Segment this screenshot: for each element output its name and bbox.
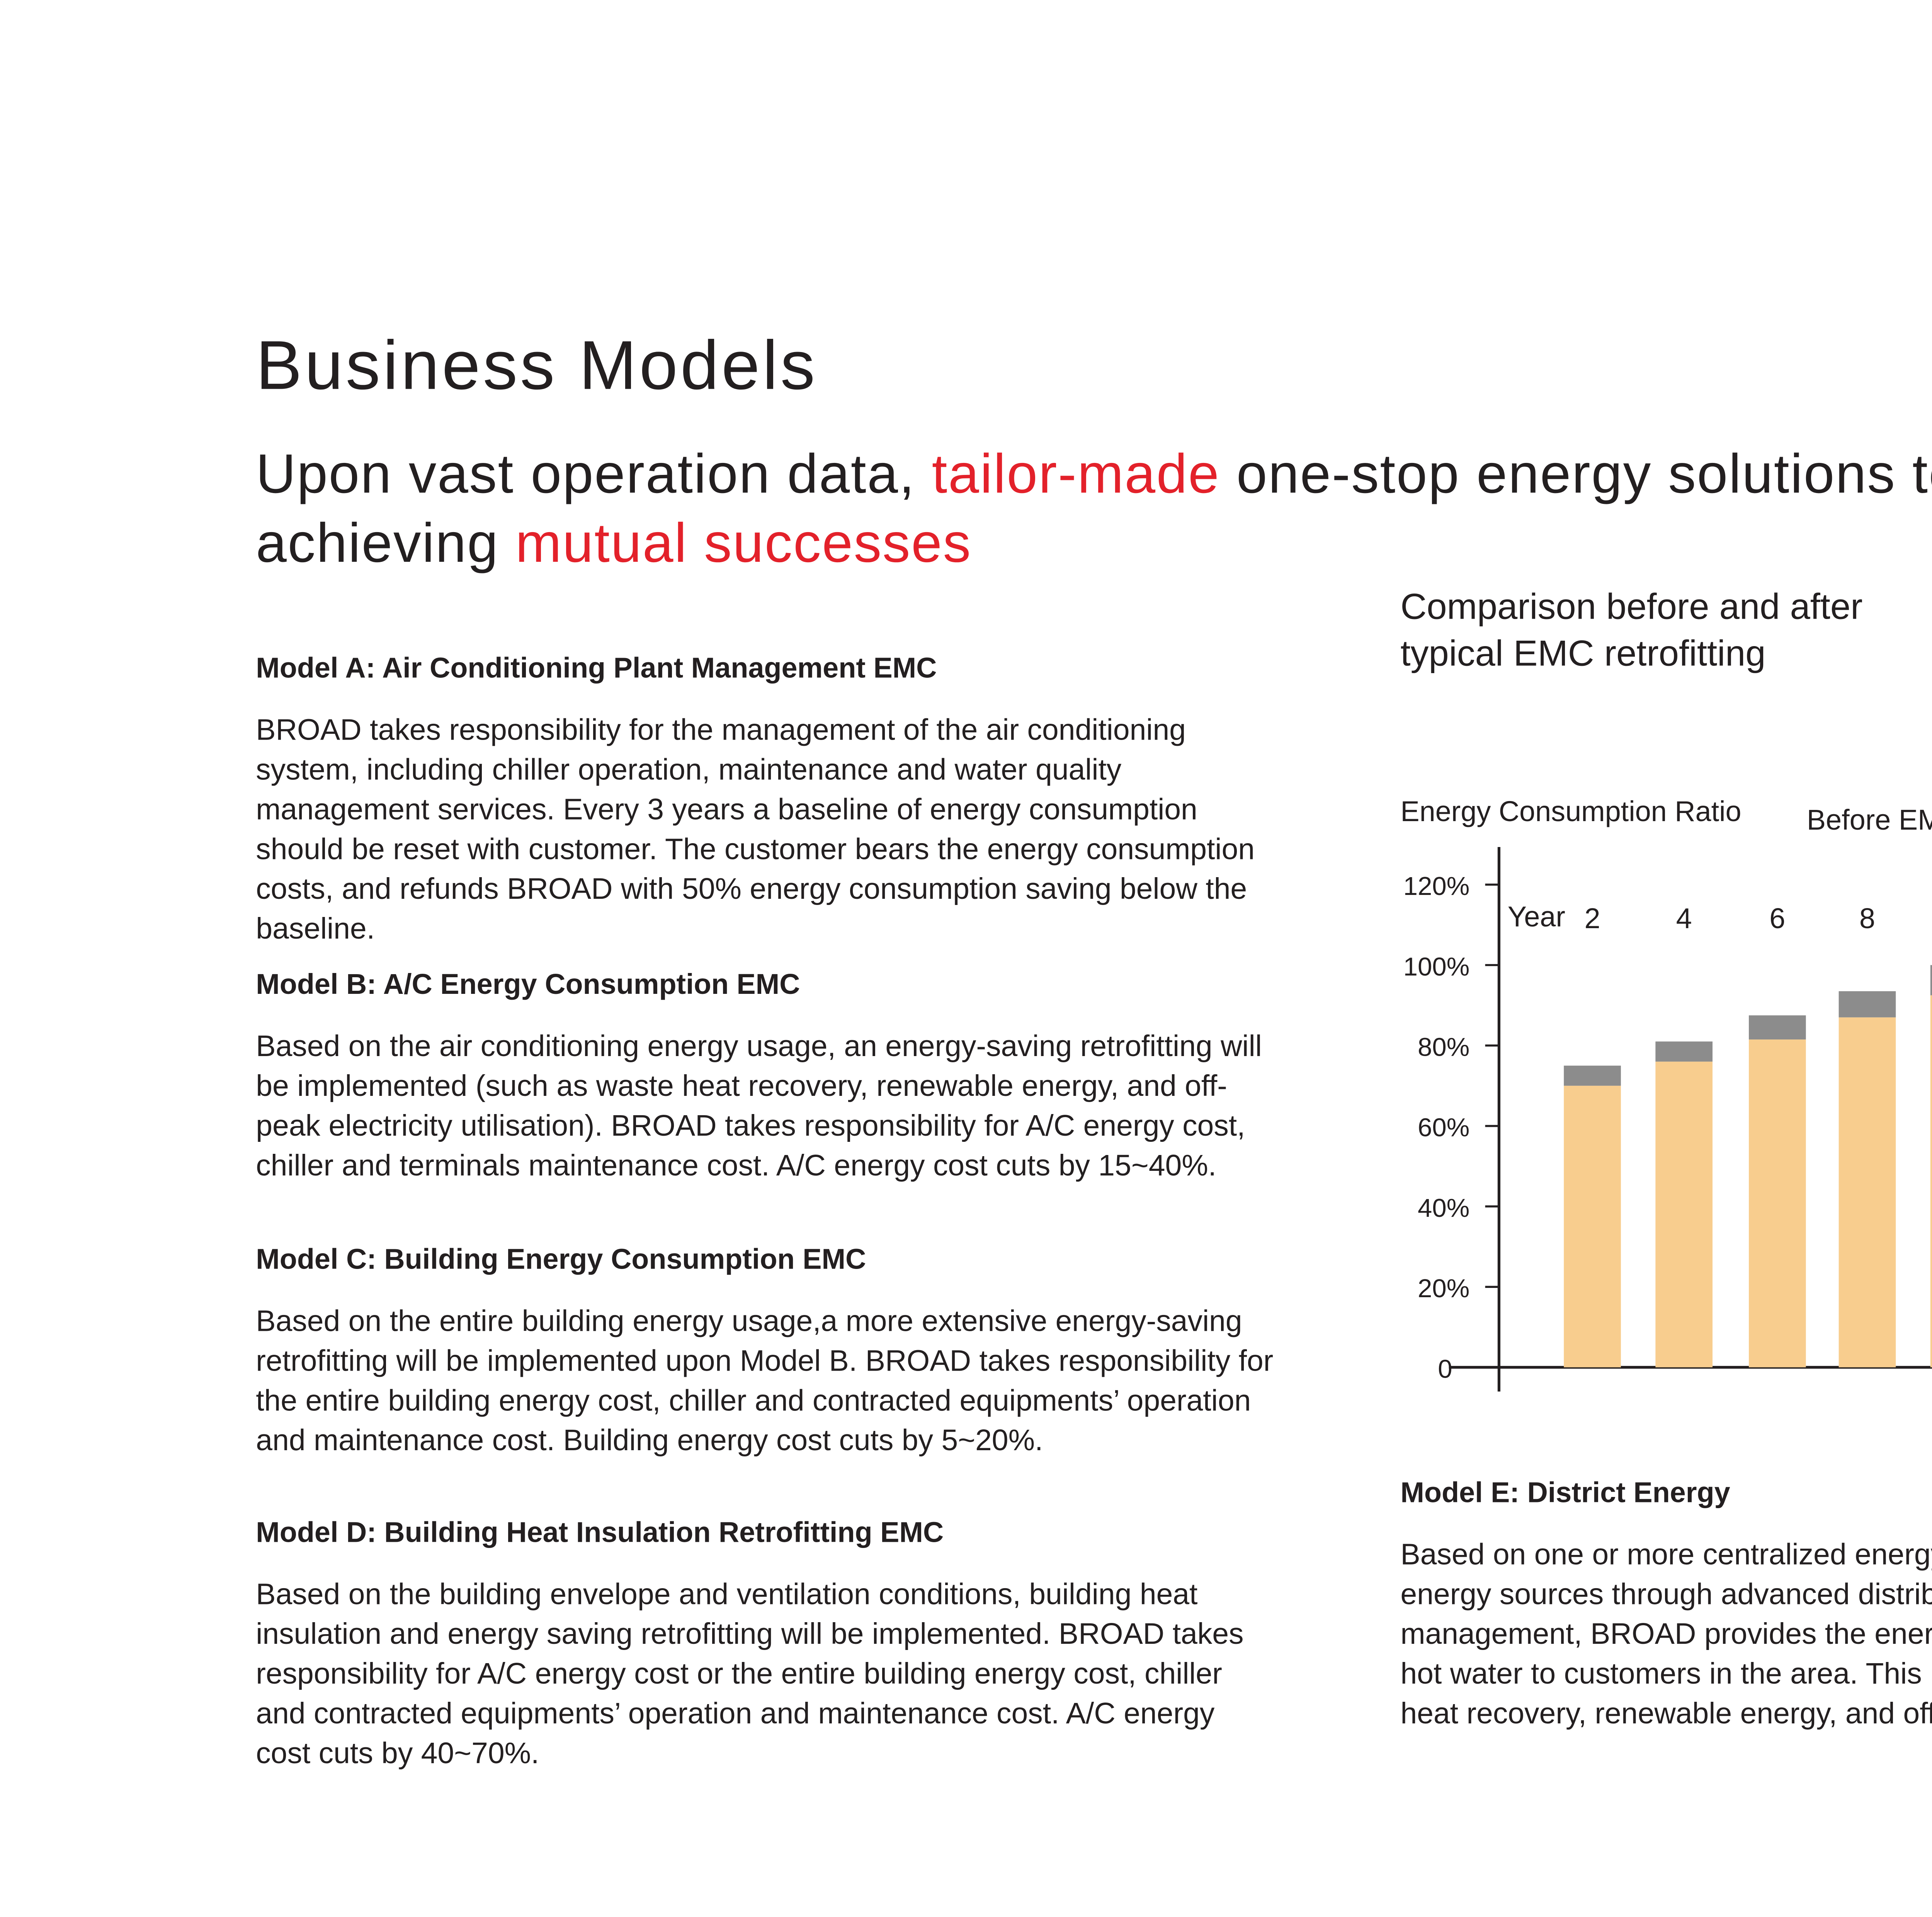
y-tick-label: 20% [1418,1274,1469,1303]
x-tick-label: 4 [1676,902,1692,934]
model-b-title: Model B: A/C Energy Consumption EMC [256,970,800,1001]
bar-customer-management-fee-year-4 [1655,1041,1713,1062]
x-tick-label: 6 [1769,902,1785,934]
y-tick-label: 80% [1418,1033,1469,1062]
subtitle-segment: one-stop energy solutions to customers f… [256,442,1932,574]
model-d-body: Based on the building envelope and venti… [256,1576,1244,1770]
model-c-title: Model C: Building Energy Consumption EMC [256,1244,866,1276]
y-tick-label: 60% [1418,1113,1469,1142]
subtitle-highlight: mutual successes [515,512,972,574]
y-tick-label: 0 [1438,1354,1452,1383]
model-c-body: Based on the entire building energy usag… [256,1303,1274,1458]
page-subtitle: Upon vast operation data, tailor-made on… [256,439,1932,577]
bar-energy-consumption-year-10 [1930,995,1932,1368]
bar-customer-management-fee-year-10 [1930,965,1932,995]
page-title: Business Models [256,328,818,405]
model-d-title: Model D: Building Heat Insulation Retrof… [256,1517,944,1549]
bar-energy-consumption-year-8 [1838,1017,1896,1368]
stacked-bar-chart: 0 20% 40% 60% 80% 100% 120% Energy Consumption … [1400,795,1932,1392]
model-e-section: Model E: District Energy Based on one or… [1400,1478,1932,1734]
model-d-section: Model D: Building Heat Insulation Retrof… [256,1518,1276,1774]
bar-customer-management-fee-year-8 [1838,991,1896,1017]
y-tick-label: 100% [1403,952,1470,981]
before-emc-label: Before EMC [1807,804,1932,836]
y-axis-title: Energy Consumption Ratio [1400,795,1741,827]
bar-customer-management-fee-year-2 [1564,1065,1621,1086]
model-e-body: Based on one or more centralized energy … [1400,1536,1932,1730]
bar-customer-management-fee-year-6 [1748,1015,1806,1040]
model-b-section: Model B: A/C Energy Consumption EMC Base… [256,970,1276,1186]
bar-energy-consumption-year-2 [1564,1085,1621,1368]
model-a-section: Model A: Air Conditioning Plant Manageme… [256,653,1276,949]
x-tick-label: 8 [1859,902,1875,934]
chart-title: Comparison before and after typical EMC … [1400,587,1863,674]
model-c-section: Model C: Building Energy Consumption EMC… [256,1245,1276,1461]
x-axis-prefix-label: Year [1508,901,1565,933]
model-b-body: Based on the air conditioning energy usa… [256,1028,1262,1182]
bar-energy-consumption-year-6 [1748,1039,1806,1368]
model-a-title: Model A: Air Conditioning Plant Manageme… [256,653,937,685]
subtitle-highlight: tailor-made [932,442,1220,505]
y-tick-label: 120% [1403,872,1470,901]
bar-energy-consumption-year-4 [1655,1061,1713,1368]
x-tick-label: 2 [1584,902,1600,934]
model-a-body: BROAD takes responsibility for the manag… [256,712,1255,946]
y-tick-label: 40% [1418,1194,1469,1223]
subtitle-segment: Upon vast operation data, [256,442,932,505]
model-e-title: Model E: District Energy [1400,1478,1730,1509]
